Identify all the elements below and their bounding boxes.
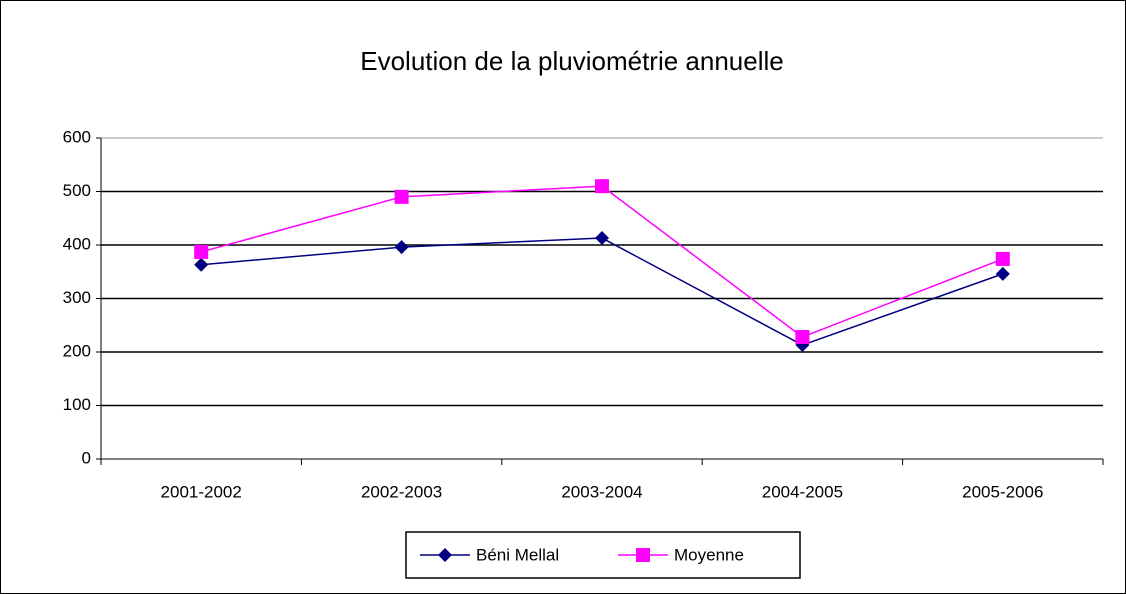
- x-tick-label: 2005-2006: [962, 482, 1043, 501]
- y-tick-label: 200: [63, 341, 91, 360]
- y-tick-label: 500: [63, 181, 91, 200]
- x-tick-label: 2003-2004: [561, 482, 642, 501]
- data-point: [995, 251, 1010, 266]
- legend-label: Moyenne: [674, 545, 744, 564]
- y-tick-label: 600: [63, 127, 91, 146]
- legend-marker: [438, 548, 452, 562]
- chart-title: Evolution de la pluviométrie annuelle: [360, 46, 784, 76]
- data-point: [394, 240, 409, 255]
- data-point: [795, 330, 810, 345]
- x-tick-label: 2004-2005: [762, 482, 843, 501]
- y-tick-label: 0: [82, 448, 91, 467]
- data-point: [194, 257, 209, 272]
- data-point: [194, 244, 209, 259]
- y-tick-label: 100: [63, 395, 91, 414]
- legend-marker: [636, 548, 650, 562]
- y-tick-label: 400: [63, 234, 91, 253]
- legend-box: [405, 531, 801, 579]
- y-tick-label: 300: [63, 288, 91, 307]
- x-tick-label: 2002-2003: [361, 482, 442, 501]
- data-point: [595, 231, 609, 246]
- legend-label: Béni Mellal: [476, 545, 559, 564]
- data-point: [995, 266, 1010, 281]
- data-point: [595, 179, 609, 194]
- x-tick-label: 2001-2002: [161, 482, 242, 501]
- data-point: [394, 189, 409, 204]
